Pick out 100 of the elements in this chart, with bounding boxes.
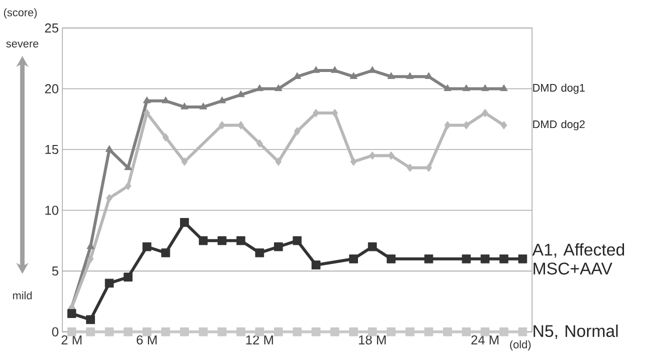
- point: [386, 254, 396, 264]
- point: [218, 121, 226, 130]
- x-tick-label: 24 M: [471, 335, 498, 344]
- point: [444, 84, 452, 92]
- point: [500, 84, 508, 92]
- point: [104, 327, 114, 336]
- point: [443, 327, 452, 336]
- point: [349, 327, 358, 336]
- point: [294, 127, 300, 136]
- point: [218, 96, 226, 104]
- point: [142, 327, 152, 336]
- point: [180, 102, 188, 110]
- point: [293, 72, 302, 80]
- point: [312, 327, 320, 336]
- point: [236, 327, 246, 336]
- point: [274, 84, 282, 92]
- point: [275, 158, 282, 166]
- y-axis-title: (score): [4, 8, 37, 19]
- point: [350, 72, 358, 80]
- point: [238, 121, 244, 130]
- point: [218, 327, 226, 336]
- point: [426, 164, 432, 172]
- point: [500, 121, 508, 130]
- series-label: N5, Normal: [534, 324, 618, 340]
- text: DMD dog2: [533, 120, 585, 130]
- point: [463, 121, 470, 130]
- point: [105, 145, 114, 152]
- point: [256, 139, 263, 148]
- y-tick-label: 15: [45, 145, 58, 154]
- point: [198, 236, 208, 246]
- point: [199, 102, 208, 110]
- x-tick-label: 12 M: [246, 335, 273, 344]
- point: [181, 158, 188, 166]
- point: [462, 84, 470, 92]
- point: [444, 121, 451, 130]
- point: [256, 84, 264, 92]
- point: [424, 254, 434, 264]
- point: [386, 327, 396, 336]
- y-tick-label: 25: [45, 23, 58, 33]
- text: severe: [6, 42, 38, 48]
- x-axis-title: (old): [510, 340, 531, 351]
- point: [387, 72, 396, 80]
- point: [124, 163, 132, 170]
- point: [86, 315, 95, 324]
- point: [87, 254, 94, 264]
- point: [499, 254, 508, 264]
- point: [142, 242, 152, 252]
- point: [255, 248, 264, 258]
- point: [368, 327, 377, 336]
- point: [180, 327, 189, 336]
- point: [350, 158, 357, 166]
- point: [161, 327, 170, 336]
- point: [482, 108, 488, 118]
- point: [368, 242, 377, 252]
- point: [481, 84, 489, 92]
- point: [312, 260, 320, 270]
- point: [518, 327, 528, 336]
- point: [104, 278, 114, 288]
- point: [462, 254, 471, 264]
- point: [106, 194, 113, 202]
- point: [162, 133, 169, 142]
- point: [462, 327, 471, 336]
- y-tick-label: 5: [52, 266, 58, 276]
- text: mild: [13, 291, 32, 300]
- x-tick-label: 2 M: [62, 335, 82, 344]
- point: [124, 327, 133, 336]
- point: [198, 327, 208, 336]
- point: [255, 327, 264, 336]
- point: [86, 327, 95, 336]
- point: [424, 327, 434, 336]
- point: [274, 242, 283, 252]
- point: [406, 72, 414, 80]
- point: [218, 236, 226, 246]
- point: [67, 327, 76, 336]
- point: [292, 236, 302, 246]
- point: [161, 248, 170, 258]
- point: [274, 327, 283, 336]
- y-tick-label: 20: [45, 84, 58, 94]
- point: [349, 254, 358, 264]
- point: [332, 108, 338, 118]
- point: [86, 242, 94, 250]
- point: [236, 236, 246, 246]
- point: [480, 327, 490, 336]
- point: [499, 327, 508, 336]
- point: [124, 272, 133, 282]
- x-tick-label: 18 M: [358, 335, 386, 345]
- point: [518, 254, 528, 264]
- point: [480, 254, 490, 264]
- point: [67, 309, 76, 318]
- y-tick-label: 10: [45, 206, 58, 215]
- point: [143, 96, 151, 104]
- point: [292, 327, 302, 336]
- point: [406, 327, 414, 336]
- point: [236, 90, 245, 98]
- series-label: A1, Affected MSC+AAV: [532, 243, 624, 275]
- point: [330, 327, 340, 336]
- y-tick-label: 0: [52, 327, 58, 336]
- x-tick-label: 6 M: [136, 335, 157, 345]
- text: DMD dog1: [533, 84, 585, 94]
- point: [180, 218, 189, 227]
